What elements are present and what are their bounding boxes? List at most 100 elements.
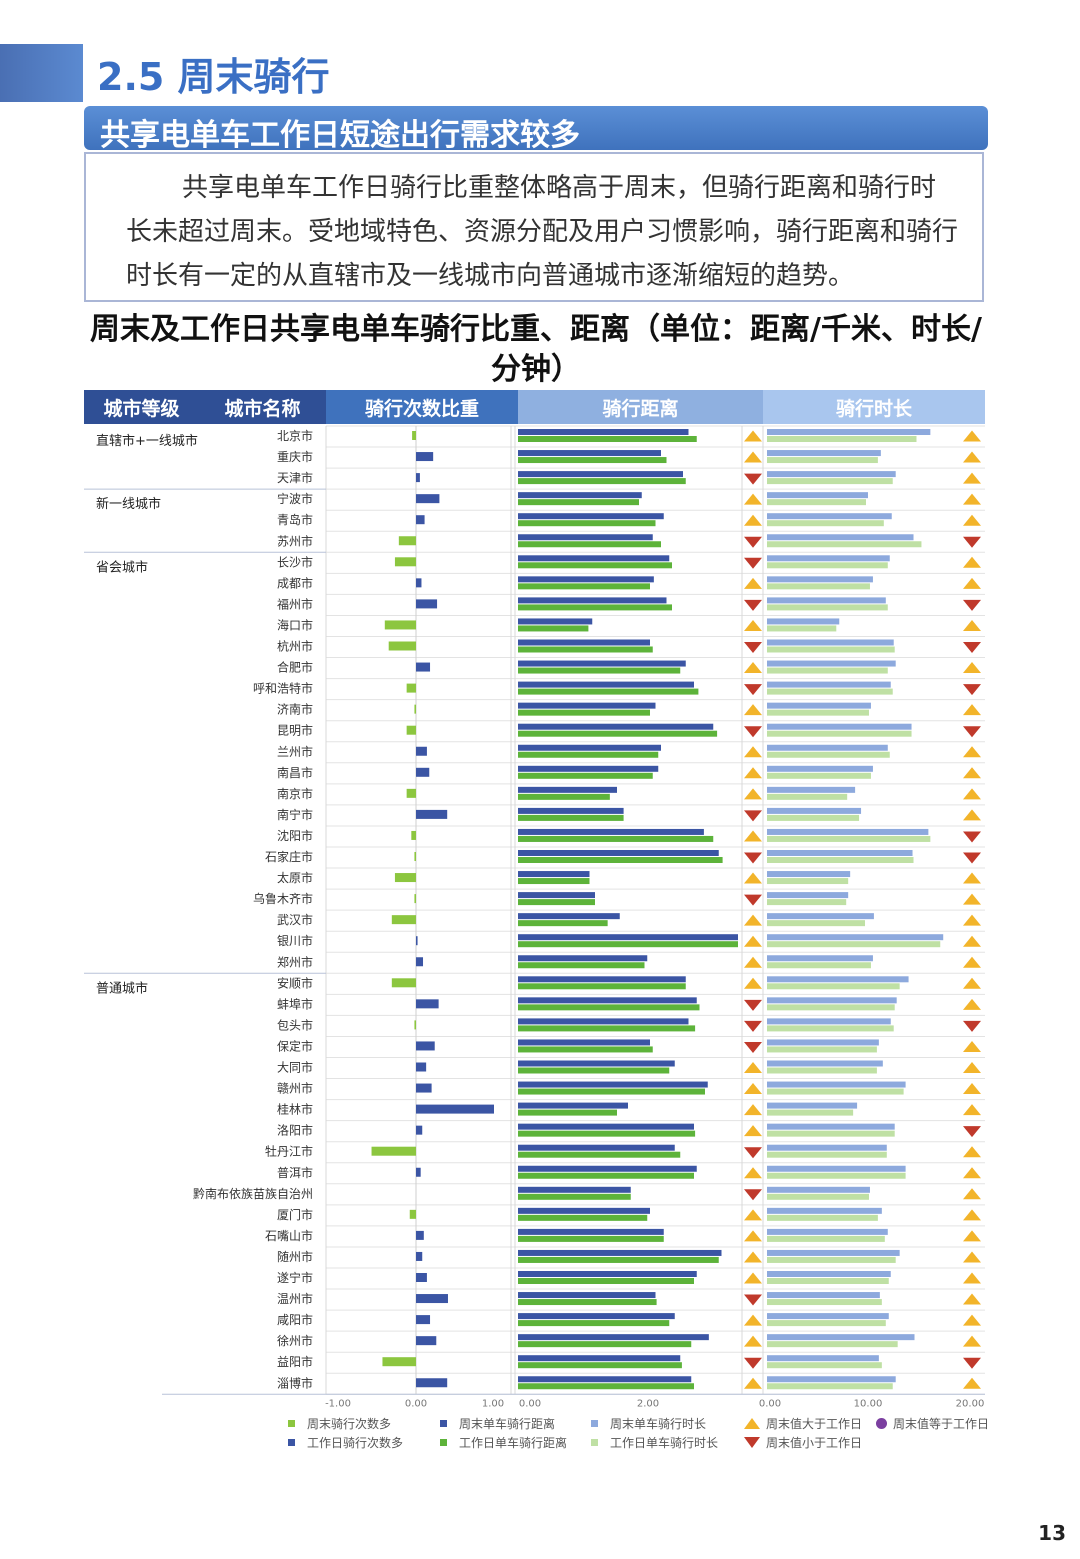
bar-weekday-distance (518, 436, 697, 442)
bar-weekend-duration (767, 702, 871, 709)
bar-weekday-duration (767, 520, 884, 527)
triangle-up-icon (744, 451, 762, 463)
bar-weekend-distance (518, 1123, 694, 1130)
bar-weekday-duration (767, 983, 900, 990)
bar-weekday-ratio (416, 999, 439, 1009)
legend-swatch (288, 1438, 295, 1446)
bar-weekday-distance (518, 1109, 617, 1116)
bar-weekday-distance (518, 1130, 696, 1137)
triangle-up-icon (963, 1335, 981, 1347)
bar-weekday-distance (518, 1193, 631, 1200)
city-label: 呼和浩特市 (253, 681, 313, 696)
bar-weekend-duration (767, 786, 856, 793)
triangle-up-icon (963, 1062, 981, 1073)
triangle-up-icon (963, 1146, 981, 1158)
tier-label: 省会城市 (96, 559, 148, 575)
bar-weekend-duration (767, 1207, 882, 1214)
triangle-down-icon (744, 894, 762, 906)
bar-weekday-distance (518, 1278, 694, 1284)
legend-weekend-dist: 周末单车骑行距离 (440, 1414, 555, 1432)
bar-weekday-distance (518, 962, 645, 969)
triangle-down-icon (744, 1357, 762, 1369)
bar-weekend-distance (518, 1060, 675, 1067)
bar-weekend-ratio (411, 830, 416, 840)
bar-weekday-duration (767, 962, 871, 969)
triangle-down-icon (744, 642, 762, 653)
bar-weekday-ratio (416, 1062, 427, 1072)
bar-weekday-duration (767, 730, 912, 737)
triangle-up-icon (963, 1167, 981, 1179)
triangle-up-icon (744, 977, 762, 989)
bar-weekday-duration (767, 1088, 904, 1095)
bar-weekday-duration (767, 688, 893, 695)
bar-weekend-distance (518, 1144, 675, 1151)
circle-icon (876, 1417, 887, 1429)
bar-weekend-distance (518, 618, 593, 625)
bar-weekend-distance (518, 1355, 681, 1362)
triangle-up-icon (744, 935, 762, 947)
bar-weekend-distance (518, 702, 656, 709)
bar-weekend-distance (518, 660, 686, 667)
legend-weekend-dur: 周末单车骑行时长 (591, 1414, 706, 1432)
bar-weekday-distance (518, 751, 659, 758)
bar-weekday-distance (518, 604, 672, 611)
bar-weekday-ratio (416, 1125, 423, 1135)
bar-weekday-duration (767, 478, 893, 485)
bar-weekday-ratio (416, 1167, 421, 1177)
bar-weekend-duration (767, 765, 873, 772)
bar-weekday-duration (767, 1130, 895, 1137)
triangle-up-icon (963, 430, 981, 442)
bar-weekend-duration (767, 871, 851, 878)
bar-weekend-duration (767, 892, 849, 899)
triangle-up-icon (963, 1272, 981, 1284)
bar-weekday-duration (767, 772, 871, 779)
bar-weekday-distance (518, 520, 656, 527)
triangle-up-icon (744, 577, 762, 589)
city-label: 蚌埠市 (277, 996, 313, 1011)
bar-weekday-ratio (416, 1294, 448, 1304)
triangle-up-icon (744, 767, 762, 779)
bar-weekday-distance (518, 941, 738, 948)
section-band (0, 44, 83, 102)
bar-weekday-ratio (416, 515, 425, 525)
bar-weekday-duration (767, 604, 888, 611)
bar-weekday-duration (767, 1383, 893, 1390)
bar-weekend-distance (518, 1186, 631, 1193)
city-label: 洛阳市 (277, 1123, 313, 1138)
bar-weekday-duration (767, 1362, 882, 1369)
triangle-down-icon (963, 1126, 981, 1138)
triangle-up-icon (963, 914, 981, 926)
city-label: 北京市 (277, 428, 313, 443)
triangle-down-icon (744, 1020, 762, 1032)
bar-weekday-duration (767, 1214, 878, 1221)
tier-label: 直辖市+一线城市 (96, 433, 198, 449)
bar-weekend-duration (767, 534, 914, 541)
bar-weekend-duration (767, 576, 873, 583)
bar-weekend-distance (518, 576, 654, 583)
x-tick-label: 0.00 (759, 1398, 781, 1409)
bar-weekday-ratio (416, 452, 434, 462)
bar-weekday-duration (767, 562, 888, 569)
bar-weekday-ratio (416, 1230, 424, 1240)
city-label: 青岛市 (277, 512, 313, 527)
bar-weekday-duration (767, 1151, 887, 1158)
bar-weekend-distance (518, 934, 738, 941)
city-label: 太原市 (277, 870, 313, 885)
city-label: 大同市 (277, 1060, 313, 1075)
bar-weekday-duration (767, 793, 848, 800)
bar-weekend-ratio (394, 873, 416, 883)
chart-title: 周末及工作日共享电单车骑行比重、距离（单位：距离/千米、时长/分钟） (90, 312, 982, 387)
bar-weekend-duration (767, 429, 931, 435)
triangle-up-icon (744, 1125, 762, 1137)
bar-weekend-distance (518, 1102, 628, 1109)
bar-weekday-duration (767, 1046, 877, 1053)
bar-weekday-ratio (416, 1336, 437, 1346)
x-tick-label: 2.00 (637, 1398, 659, 1409)
triangle-down-icon (963, 684, 981, 696)
city-label: 南宁市 (277, 807, 313, 822)
triangle-up-icon (744, 1209, 762, 1221)
bar-weekend-ratio (412, 431, 416, 440)
bar-weekend-distance (518, 850, 719, 856)
triangle-down-icon (963, 852, 981, 864)
bar-weekday-ratio (416, 1041, 435, 1051)
